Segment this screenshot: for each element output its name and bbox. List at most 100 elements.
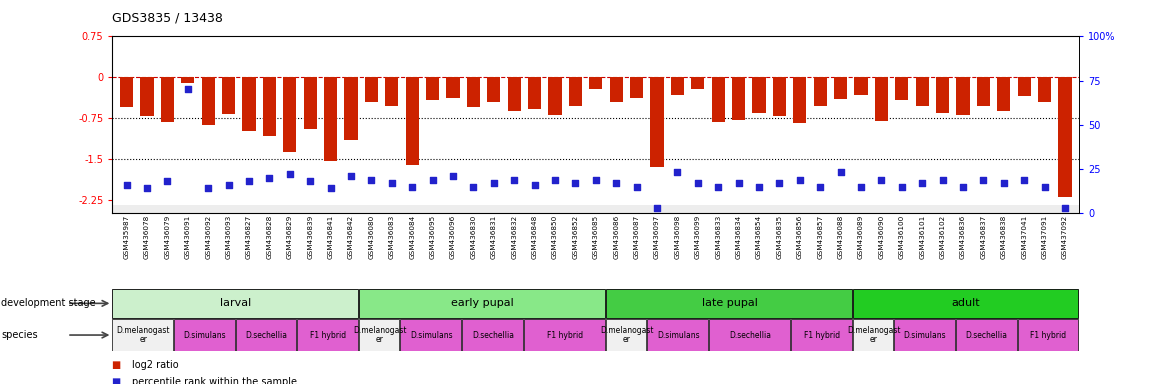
Bar <box>606 289 852 318</box>
Bar <box>324 77 337 162</box>
Text: ■: ■ <box>112 377 125 384</box>
Bar <box>236 319 296 351</box>
Text: F1 hybrid: F1 hybrid <box>310 331 346 339</box>
Bar <box>772 77 786 116</box>
Point <box>566 180 585 186</box>
Point <box>178 86 197 93</box>
Text: D.simulans: D.simulans <box>903 331 946 339</box>
Point <box>749 184 768 190</box>
Bar <box>359 319 400 351</box>
Text: percentile rank within the sample: percentile rank within the sample <box>132 377 296 384</box>
Point <box>852 184 871 190</box>
Text: adult: adult <box>952 298 981 308</box>
Bar <box>112 205 1079 213</box>
Point <box>403 184 422 190</box>
Text: F1 hybrid: F1 hybrid <box>804 331 841 339</box>
Text: D.sechellia: D.sechellia <box>472 331 514 339</box>
Point <box>280 171 299 177</box>
Bar <box>855 77 867 94</box>
Point <box>831 169 850 175</box>
Bar <box>732 77 746 120</box>
Bar <box>609 77 623 102</box>
Text: D.simulans: D.simulans <box>657 331 699 339</box>
Point <box>362 177 381 183</box>
Text: GDS3835 / 13438: GDS3835 / 13438 <box>112 12 223 25</box>
Point <box>791 177 809 183</box>
Point <box>647 205 666 211</box>
Text: D.melanogast
er: D.melanogast er <box>117 326 170 344</box>
Text: D.melanogast
er: D.melanogast er <box>353 326 406 344</box>
Point <box>770 180 789 186</box>
Point <box>1056 205 1075 211</box>
Bar <box>112 319 173 351</box>
Bar <box>405 77 419 165</box>
Bar <box>589 77 602 89</box>
Text: D.sechellia: D.sechellia <box>245 331 287 339</box>
Bar <box>711 77 725 122</box>
Bar <box>298 319 358 351</box>
Bar <box>401 319 461 351</box>
Point <box>117 182 135 188</box>
Point <box>261 175 279 181</box>
Point <box>913 180 931 186</box>
Bar <box>916 77 929 106</box>
Bar <box>936 77 950 113</box>
Point <box>668 169 687 175</box>
Bar <box>426 77 439 100</box>
Bar <box>488 77 500 102</box>
Bar <box>528 77 541 109</box>
Bar <box>976 77 990 106</box>
Point <box>1014 177 1033 183</box>
Bar <box>467 77 481 107</box>
Bar <box>507 77 521 111</box>
Bar <box>446 77 460 98</box>
Bar <box>1038 77 1051 102</box>
Point <box>709 184 727 190</box>
Bar <box>284 77 296 152</box>
Bar <box>957 77 969 115</box>
Bar <box>606 319 646 351</box>
Bar <box>791 319 852 351</box>
Bar <box>523 319 604 351</box>
Bar <box>222 77 235 114</box>
Bar <box>691 77 704 89</box>
Text: log2 ratio: log2 ratio <box>132 360 178 370</box>
Point <box>199 185 218 192</box>
Bar <box>386 77 398 106</box>
Bar <box>651 77 664 167</box>
Point <box>464 184 483 190</box>
Text: late pupal: late pupal <box>702 298 757 308</box>
Point <box>954 184 973 190</box>
Point <box>607 180 625 186</box>
Point <box>505 177 523 183</box>
Point <box>424 177 442 183</box>
Bar <box>793 77 806 123</box>
Point <box>811 184 829 190</box>
Point <box>240 178 258 184</box>
Text: D.simulans: D.simulans <box>184 331 226 339</box>
Text: ■: ■ <box>112 360 125 370</box>
Bar <box>569 77 582 106</box>
Bar <box>853 289 1078 318</box>
Point <box>321 185 339 192</box>
Point <box>933 177 952 183</box>
Bar <box>462 319 522 351</box>
Text: D.sechellia: D.sechellia <box>966 331 1007 339</box>
Bar <box>670 77 684 94</box>
Bar <box>997 77 1011 111</box>
Bar <box>263 77 276 136</box>
Bar <box>1018 77 1031 96</box>
Bar <box>174 319 235 351</box>
Bar <box>112 289 358 318</box>
Bar <box>834 77 848 99</box>
Point <box>382 180 401 186</box>
Bar <box>1018 319 1078 351</box>
Text: D.melanogast
er: D.melanogast er <box>846 326 900 344</box>
Bar <box>161 77 174 122</box>
Point <box>301 178 320 184</box>
Bar <box>894 319 955 351</box>
Bar <box>242 77 256 131</box>
Bar <box>549 77 562 115</box>
Point <box>730 180 748 186</box>
Bar <box>140 77 154 116</box>
